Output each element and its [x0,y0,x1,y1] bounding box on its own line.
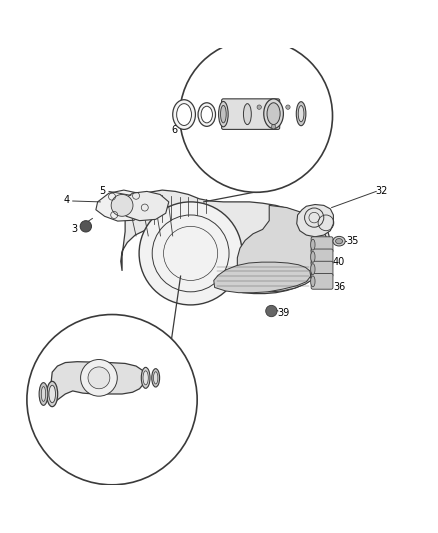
Ellipse shape [141,367,150,389]
Ellipse shape [311,276,315,287]
Ellipse shape [311,264,315,274]
Ellipse shape [41,386,46,401]
Text: 40: 40 [333,257,345,267]
Polygon shape [297,205,333,237]
Polygon shape [49,362,145,404]
Ellipse shape [333,236,345,246]
Ellipse shape [173,100,195,130]
Ellipse shape [47,381,58,407]
Ellipse shape [49,385,56,403]
Ellipse shape [267,103,280,125]
Polygon shape [121,190,330,294]
Polygon shape [237,205,329,292]
Circle shape [180,39,332,192]
Text: 29: 29 [248,127,260,137]
Text: 28: 28 [225,85,237,95]
Ellipse shape [244,103,251,125]
Ellipse shape [201,106,212,123]
FancyBboxPatch shape [311,273,333,289]
Circle shape [266,305,277,317]
Text: 44: 44 [86,408,99,418]
Text: 6: 6 [171,125,177,135]
Text: 5: 5 [99,185,105,196]
Text: 3: 3 [71,224,77,234]
Ellipse shape [264,99,283,128]
Ellipse shape [220,106,226,123]
Text: 31: 31 [298,122,310,132]
Text: 32: 32 [375,185,388,196]
Text: 43: 43 [124,383,136,393]
Circle shape [80,221,92,232]
Circle shape [286,105,290,109]
FancyBboxPatch shape [311,249,333,265]
Ellipse shape [311,252,315,262]
Ellipse shape [336,239,343,244]
Circle shape [257,105,261,109]
Text: 4: 4 [63,195,69,205]
FancyBboxPatch shape [222,99,280,130]
Ellipse shape [153,372,158,384]
Text: 42: 42 [149,356,162,365]
Text: 36: 36 [333,282,345,293]
Ellipse shape [198,103,215,126]
Circle shape [111,195,133,216]
Polygon shape [214,262,311,293]
Ellipse shape [143,371,148,385]
Circle shape [139,202,242,305]
Ellipse shape [311,239,315,250]
FancyBboxPatch shape [311,237,333,253]
Text: 46: 46 [45,415,57,425]
Ellipse shape [219,101,228,127]
Ellipse shape [39,383,48,405]
Polygon shape [120,191,169,221]
Text: 35: 35 [346,236,358,246]
Ellipse shape [177,103,191,125]
Circle shape [81,359,117,396]
FancyBboxPatch shape [311,261,333,277]
Ellipse shape [296,102,306,126]
Ellipse shape [152,369,159,387]
Circle shape [88,367,110,389]
Circle shape [27,314,197,485]
Text: 39: 39 [278,308,290,318]
Circle shape [272,125,276,129]
Ellipse shape [298,106,304,122]
Text: 7: 7 [194,122,200,132]
Polygon shape [96,190,148,221]
